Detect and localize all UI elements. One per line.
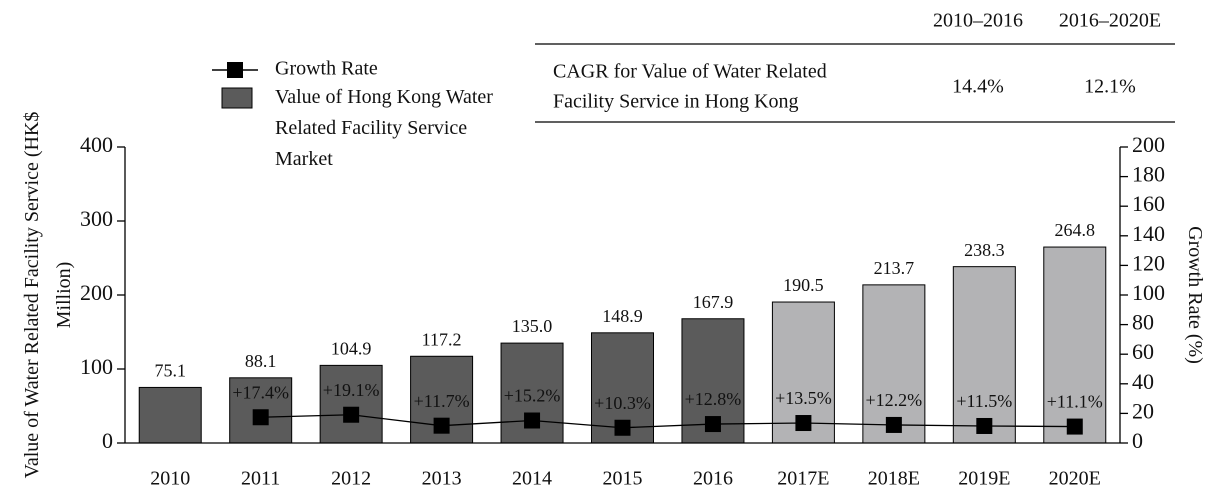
growth-marker <box>433 417 450 434</box>
growth-value-label: +13.5% <box>775 388 832 408</box>
bar-value-label: 135.0 <box>512 316 553 336</box>
x-tick-label: 2020E <box>1049 468 1101 490</box>
table-header: 2010–2016 <box>933 10 1023 32</box>
x-tick-label: 2012 <box>331 468 371 490</box>
growth-value-label: +11.1% <box>1047 392 1103 412</box>
growth-marker <box>343 406 360 423</box>
growth-value-label: +11.7% <box>414 391 470 411</box>
growth-value-label: +11.5% <box>956 391 1012 411</box>
x-tick-label: 2018E <box>868 468 920 490</box>
y2-tick-label: 60 <box>1132 339 1154 364</box>
y-tick-label: 0 <box>102 428 113 453</box>
bar <box>1043 246 1107 444</box>
y2-tick-label: 180 <box>1132 162 1165 187</box>
y2-tick-label: 20 <box>1132 398 1154 423</box>
growth-line <box>260 414 1075 429</box>
growth-value-label: +12.8% <box>685 389 742 409</box>
growth-value-label: +12.2% <box>866 390 923 410</box>
bar-value-label: 117.2 <box>422 329 462 349</box>
y2-axis-label: Growth Rate (%) <box>1184 226 1206 364</box>
growth-marker <box>885 416 902 433</box>
legend-label: Growth Rate <box>275 58 378 80</box>
y2-tick-label: 200 <box>1132 132 1165 157</box>
y2-tick-label: 40 <box>1132 369 1154 394</box>
y2-tick-label: 80 <box>1132 310 1154 335</box>
growth-value-label: +19.1% <box>323 380 380 400</box>
y-tick-label: 100 <box>80 354 113 379</box>
bar-value-label: 167.9 <box>693 292 734 312</box>
bar-value-label: 213.7 <box>874 258 915 278</box>
y2-tick-label: 160 <box>1132 191 1165 216</box>
bar-value-label: 148.9 <box>602 306 643 326</box>
growth-marker <box>795 415 812 432</box>
y-tick-label: 300 <box>80 206 113 231</box>
growth-value-label: +10.3% <box>594 393 651 413</box>
growth-marker <box>1066 418 1083 435</box>
x-tick-label: 2014 <box>512 468 552 490</box>
table-row-label: Facility Service in Hong Kong <box>553 91 799 113</box>
x-tick-label: 2011 <box>241 468 280 490</box>
bar <box>138 386 202 444</box>
y-axis-label: Value of Water Related Facility Service … <box>21 111 75 479</box>
bar <box>952 266 1016 444</box>
growth-marker <box>704 416 721 433</box>
growth-marker <box>252 409 269 426</box>
table-value: 12.1% <box>1084 76 1136 98</box>
x-tick-label: 2017E <box>777 468 829 490</box>
y2-tick-label: 0 <box>1132 428 1143 453</box>
growth-marker <box>976 417 993 434</box>
table-row-label: CAGR for Value of Water Related <box>553 61 827 83</box>
growth-value-label: +15.2% <box>504 386 561 406</box>
x-tick-label: 2015 <box>603 468 643 490</box>
y-tick-label: 400 <box>80 132 113 157</box>
bar-value-label: 88.1 <box>245 351 277 371</box>
x-tick-label: 2010 <box>150 468 190 490</box>
growth-marker <box>524 412 541 429</box>
table-value: 14.4% <box>952 76 1004 98</box>
legend-marker <box>227 62 243 78</box>
bar-value-label: 238.3 <box>964 240 1005 260</box>
bar-value-label: 190.5 <box>783 275 824 295</box>
y2-tick-label: 120 <box>1132 250 1165 275</box>
bar <box>862 284 926 444</box>
table-header: 2016–2020E <box>1059 10 1161 32</box>
x-tick-label: 2016 <box>693 468 733 490</box>
y2-tick-label: 140 <box>1132 221 1165 246</box>
legend-label: Value of Hong Kong Water Related Facilit… <box>275 86 493 170</box>
growth-marker <box>614 419 631 436</box>
bar-value-label: 75.1 <box>154 361 186 381</box>
growth-value-label: +17.4% <box>232 382 289 402</box>
y-tick-label: 200 <box>80 280 113 305</box>
legend-swatch <box>221 87 253 109</box>
bar-value-label: 104.9 <box>331 338 372 358</box>
bar <box>319 364 383 444</box>
y2-tick-label: 100 <box>1132 280 1165 305</box>
x-tick-label: 2019E <box>958 468 1010 490</box>
x-tick-label: 2013 <box>422 468 462 490</box>
bar-value-label: 264.8 <box>1055 220 1096 240</box>
